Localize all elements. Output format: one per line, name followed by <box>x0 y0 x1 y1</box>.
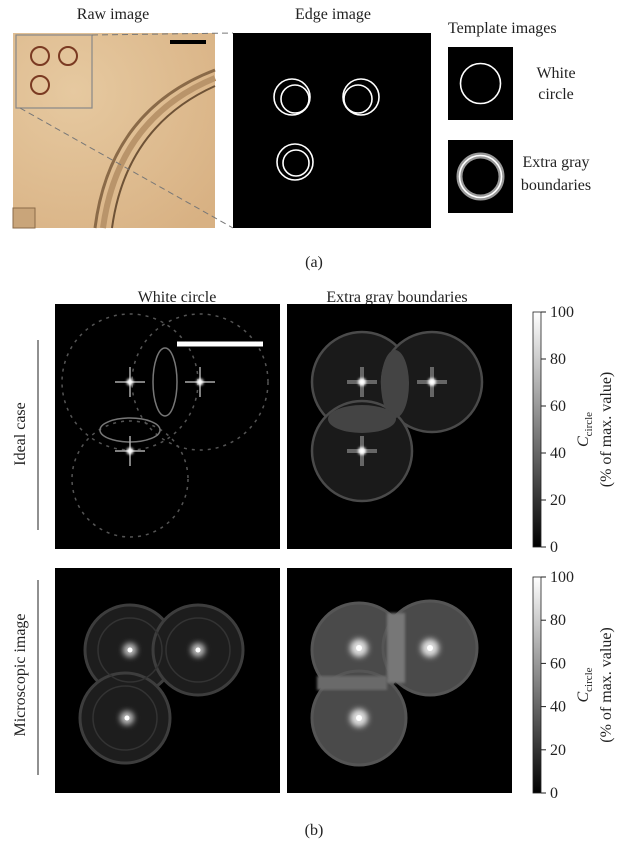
figure: Raw image Edge image Template images Whi… <box>0 0 629 845</box>
colorbar-tick-label: 40 <box>550 699 566 716</box>
caption: (b) <box>305 822 324 839</box>
colorbar-label: Ccircle <box>575 667 595 702</box>
raw-image-label: Raw image <box>77 6 149 23</box>
template-gray <box>448 140 513 213</box>
heatmap-ideal-gray <box>287 304 512 549</box>
heatmap-micro-white <box>55 568 280 793</box>
colorbar-symbol: C <box>575 436 592 447</box>
column-label: Extra gray boundaries <box>326 289 467 306</box>
colorbar-subscript: circle <box>583 667 595 692</box>
colorbar-tick-label: 60 <box>550 398 566 415</box>
colorbar-tick-label: 100 <box>550 304 574 321</box>
colorbar-tick-label: 60 <box>550 655 566 672</box>
colorbar-tick-label: 0 <box>550 785 558 802</box>
edge-image-label: Edge image <box>295 6 371 23</box>
raw-image <box>13 33 215 228</box>
row-label: Ideal case <box>12 402 29 466</box>
colorbar-tick-label: 0 <box>550 539 558 556</box>
colorbar-unit: (% of max. value) <box>598 627 615 743</box>
template-label-line: circle <box>538 86 574 103</box>
colorbar-tick-label: 20 <box>550 492 566 509</box>
colorbar-tick-label: 20 <box>550 742 566 759</box>
page: {"panel_a": {"raw_image_label": "Raw ima… <box>0 0 629 845</box>
colorbar-symbol: C <box>575 692 592 703</box>
colorbar-tick-label: 80 <box>550 351 566 368</box>
colorbar-tick-label: 40 <box>550 445 566 462</box>
template-label-line: Extra gray <box>522 154 589 171</box>
heatmap-micro-gray <box>287 568 512 793</box>
colorbar-unit: (% of max. value) <box>598 372 615 488</box>
caption: (a) <box>305 254 323 271</box>
template-label-line: boundaries <box>521 177 591 194</box>
colorbar-label: Ccircle <box>575 412 595 447</box>
heatmap-ideal-white <box>55 304 280 549</box>
colorbar <box>533 577 541 793</box>
template-label-line: White <box>536 65 575 82</box>
edge-image <box>233 33 431 228</box>
colorbar-tick-label: 100 <box>550 569 574 586</box>
template-white <box>448 47 513 120</box>
column-label: White circle <box>138 289 217 306</box>
template-label: Template images <box>448 20 557 37</box>
colorbar-tick-label: 80 <box>550 612 566 629</box>
colorbar-subscript: circle <box>583 412 595 437</box>
row-label: Microscopic image <box>12 613 29 736</box>
colorbar <box>533 312 541 547</box>
